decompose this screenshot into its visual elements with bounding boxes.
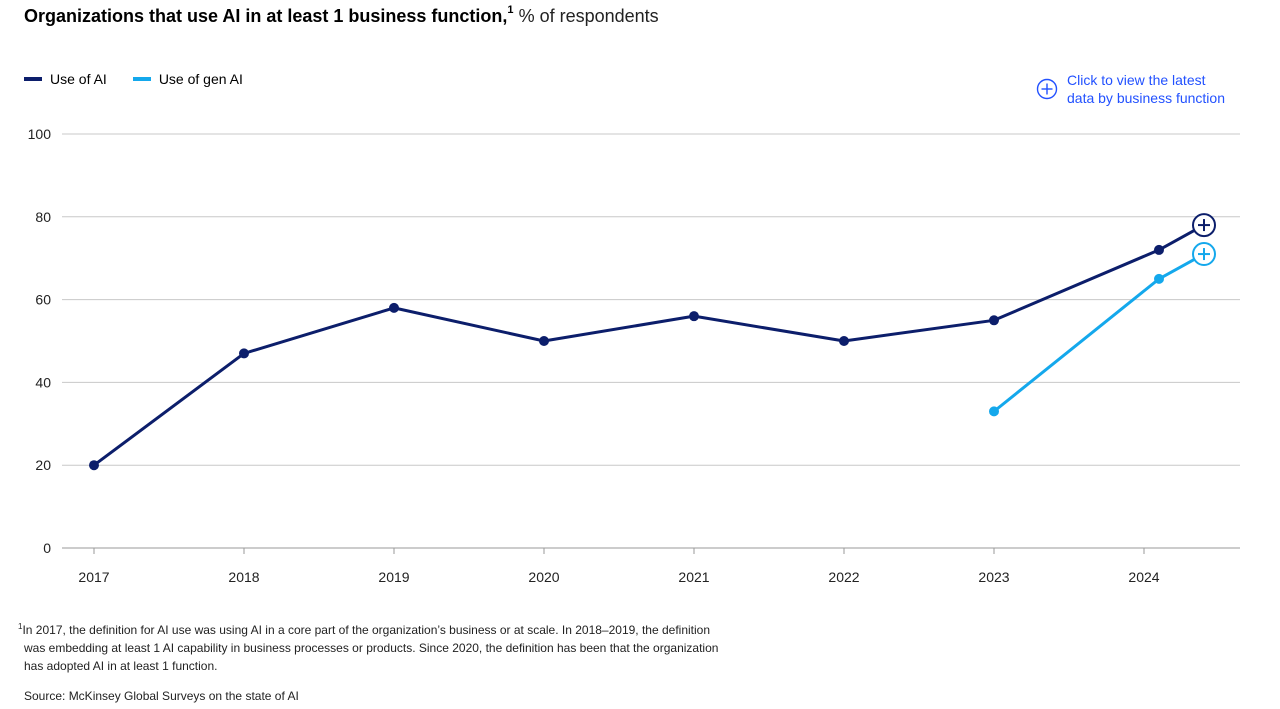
legend-item-use-of-ai: Use of AI: [24, 71, 107, 87]
chart-title-main: Organizations that use AI in at least 1 …: [24, 6, 508, 26]
legend-label-use-of-gen-ai: Use of gen AI: [158, 71, 243, 87]
footnote: 1In 2017, the definition for AI use was …: [18, 618, 778, 675]
legend-swatch-use-of-gen-ai: [132, 77, 151, 81]
legend-swatch-use-of-ai: [24, 77, 42, 81]
data-point-use-of-ai: [989, 315, 999, 326]
series-line-use-of-ai: [92, 223, 1206, 467]
line-chart: 0 20 40 60 80 100 2017 2018 2019 2020 2021 2022 2023…: [28, 126, 1240, 585]
data-point-use-of-ai: [689, 311, 699, 322]
data-point-use-of-ai: [389, 302, 399, 313]
data-point-use-of-gen-ai: [989, 406, 999, 417]
source-note: Source: McKinsey Global Surveys on the s…: [24, 689, 299, 703]
data-point-use-of-ai: [539, 336, 549, 346]
y-tick-label: 80: [35, 209, 51, 225]
x-tick-label: 2019: [378, 569, 409, 585]
legend-item-use-of-gen-ai: Use of gen AI: [132, 71, 243, 87]
x-tick-label: 2024: [1128, 569, 1159, 585]
plus-circle-icon: [1036, 78, 1058, 100]
footnote-text-1: In 2017, the definition for AI use was u…: [22, 623, 711, 637]
x-tick-label: 2021: [678, 569, 709, 585]
x-tick-label: 2023: [978, 569, 1009, 585]
footnote-mark: 1: [18, 622, 23, 631]
cta-line-2: data by business function: [1067, 90, 1225, 106]
legend-label-use-of-ai: Use of AI: [50, 71, 107, 87]
chart-title: Organizations that use AI in at least 1 …: [24, 4, 659, 27]
y-tick-label: 100: [28, 126, 52, 142]
chart-legend: Use of AI Use of gen AI: [24, 71, 243, 87]
view-by-function-link[interactable]: Click to view the latest data by busines…: [1036, 71, 1247, 107]
y-tick-label: 60: [35, 292, 51, 308]
x-tick-label: 2022: [828, 569, 859, 585]
data-point-use-of-ai: [839, 336, 849, 346]
data-point-use-of-ai: [1154, 244, 1164, 255]
series-line-use-of-gen-ai: [992, 252, 1206, 413]
y-tick-label: 0: [43, 540, 51, 556]
footnote-line-3: has adopted AI in at least 1 function.: [24, 659, 218, 673]
footnote-line-2: was embedding at least 1 AI capability i…: [24, 641, 719, 655]
chart-title-unit: % of respondents: [518, 6, 659, 26]
footnote-line-1: 1In 2017, the definition for AI use was …: [18, 618, 778, 639]
x-tick-label: 2017: [78, 569, 109, 585]
x-tick-label: 2018: [228, 569, 259, 585]
y-tick-label: 20: [35, 457, 51, 473]
view-by-function-text: Click to view the latest data by busines…: [1067, 71, 1247, 107]
data-point-use-of-gen-ai: [1154, 273, 1164, 284]
x-tick-label: 2020: [528, 569, 559, 585]
data-point-use-of-ai: [89, 460, 99, 471]
title-footnote-mark: 1: [507, 4, 514, 16]
data-point-use-of-ai: [239, 348, 249, 359]
cta-line-1: Click to view the latest: [1067, 72, 1206, 88]
y-tick-label: 40: [35, 374, 51, 390]
